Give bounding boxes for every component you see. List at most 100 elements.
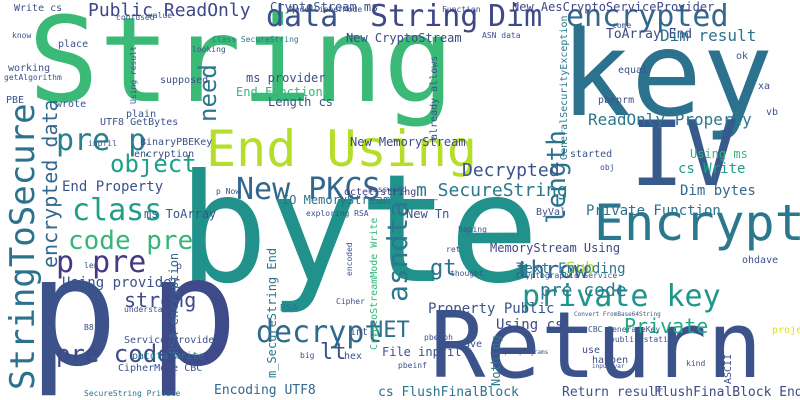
word: hoping	[458, 225, 487, 234]
word: throw	[516, 256, 589, 284]
word: pre code	[540, 280, 627, 301]
word: obj	[600, 163, 615, 172]
word: inpfil	[88, 139, 117, 148]
word: supposed	[160, 75, 209, 86]
word: CBC GenerateKey	[588, 325, 661, 334]
word: CryptoStream ms	[270, 0, 379, 14]
word: understand	[124, 305, 173, 314]
word: Encoding UTF8	[214, 383, 316, 398]
word: Mode CipherMode	[290, 5, 363, 14]
word: happen	[592, 355, 629, 366]
word: String	[370, 0, 479, 34]
word: ToArray End	[606, 27, 693, 42]
word: already allows	[429, 55, 440, 140]
word: FlushFinalBlock End	[654, 385, 800, 400]
word: hex	[344, 351, 363, 362]
word: Return	[430, 292, 763, 399]
word: ms ToArray	[144, 207, 217, 221]
word: p	[148, 226, 239, 400]
word: lt	[320, 340, 347, 365]
word: GeneralSecurityException	[559, 15, 570, 161]
word: Cryptographic Service	[516, 271, 618, 280]
word: encryption	[134, 149, 195, 160]
word: working	[8, 63, 51, 74]
word: Service Provider	[124, 335, 221, 346]
word: come	[612, 21, 632, 30]
word: strong	[124, 288, 197, 312]
word: sample programs	[494, 349, 549, 356]
word: pre p	[56, 123, 147, 158]
word: Private	[624, 314, 709, 338]
word: BinaryPBEKey	[140, 137, 213, 148]
word: equal	[618, 65, 649, 76]
word: p Now	[216, 187, 241, 196]
word: End Using	[206, 120, 477, 178]
word: cs FlushFinalBlock	[378, 385, 519, 400]
word: ByVal	[536, 207, 567, 218]
word: Private Function	[586, 203, 721, 219]
word: Encrypt	[594, 194, 800, 252]
word: looking	[192, 45, 226, 54]
word: Using cs	[496, 317, 564, 333]
word: pre code	[56, 340, 172, 368]
word: object	[110, 150, 197, 178]
word: Nothing	[489, 335, 503, 386]
word: ASCII	[723, 353, 734, 384]
word: need	[194, 64, 222, 122]
word: p	[28, 226, 119, 400]
word: IO MemoryStream	[282, 193, 391, 207]
word: Cipher	[336, 297, 365, 306]
word: pbeinf	[398, 361, 427, 370]
word: Decrypted	[462, 160, 560, 181]
word: know	[12, 31, 32, 40]
word: len	[84, 261, 99, 270]
word: ReadOnly Property	[588, 110, 752, 129]
word: gave	[458, 339, 483, 350]
word: Text Encoding	[516, 261, 626, 277]
word: vb	[766, 107, 779, 118]
word: NET	[370, 318, 410, 343]
word: Return result	[562, 385, 664, 400]
word: data	[266, 0, 339, 34]
word: class	[72, 193, 163, 228]
word: getAlgorithm	[4, 73, 62, 82]
word: value	[148, 11, 173, 20]
word: File inpfil	[382, 345, 462, 359]
word: ohdave	[742, 255, 779, 266]
word: m_SecureString	[416, 180, 568, 201]
word: use	[582, 345, 601, 356]
word: End Function	[236, 85, 323, 99]
word: kind	[686, 359, 706, 368]
word: pbeprm	[598, 95, 635, 106]
word: p	[176, 261, 183, 272]
word: Write cs	[14, 3, 63, 14]
word: Convert FromBase64String	[574, 311, 661, 318]
word: code pre	[68, 226, 194, 256]
word: New Tn	[406, 207, 450, 221]
word: Using result	[129, 46, 138, 104]
word: key	[560, 5, 774, 143]
word: Dim	[488, 0, 543, 34]
word: Public ReadOnly	[88, 0, 251, 21]
word: New PKCS	[236, 172, 381, 207]
word: encrypted	[566, 0, 729, 34]
word: public static	[610, 335, 673, 344]
word: int	[350, 327, 369, 338]
word: New MemoryStream	[350, 135, 466, 149]
word: ASN data	[482, 31, 521, 40]
word: input var	[592, 363, 625, 370]
word: CryptoStreamMode Write	[369, 217, 380, 350]
word: SecureString Private	[84, 389, 181, 398]
word: UTF8 GetBytes	[100, 117, 179, 128]
word: ret	[446, 245, 461, 254]
word: password	[368, 185, 407, 194]
word: plain	[126, 109, 157, 120]
word: encrypted data	[38, 99, 62, 268]
word: exploring RSA	[306, 209, 369, 218]
word: Sub	[566, 258, 595, 277]
word: New CryptoStream	[346, 31, 462, 45]
word: Function	[442, 5, 481, 14]
word: End Property	[62, 179, 164, 195]
word: octet string	[344, 187, 417, 198]
word: big	[300, 351, 315, 360]
